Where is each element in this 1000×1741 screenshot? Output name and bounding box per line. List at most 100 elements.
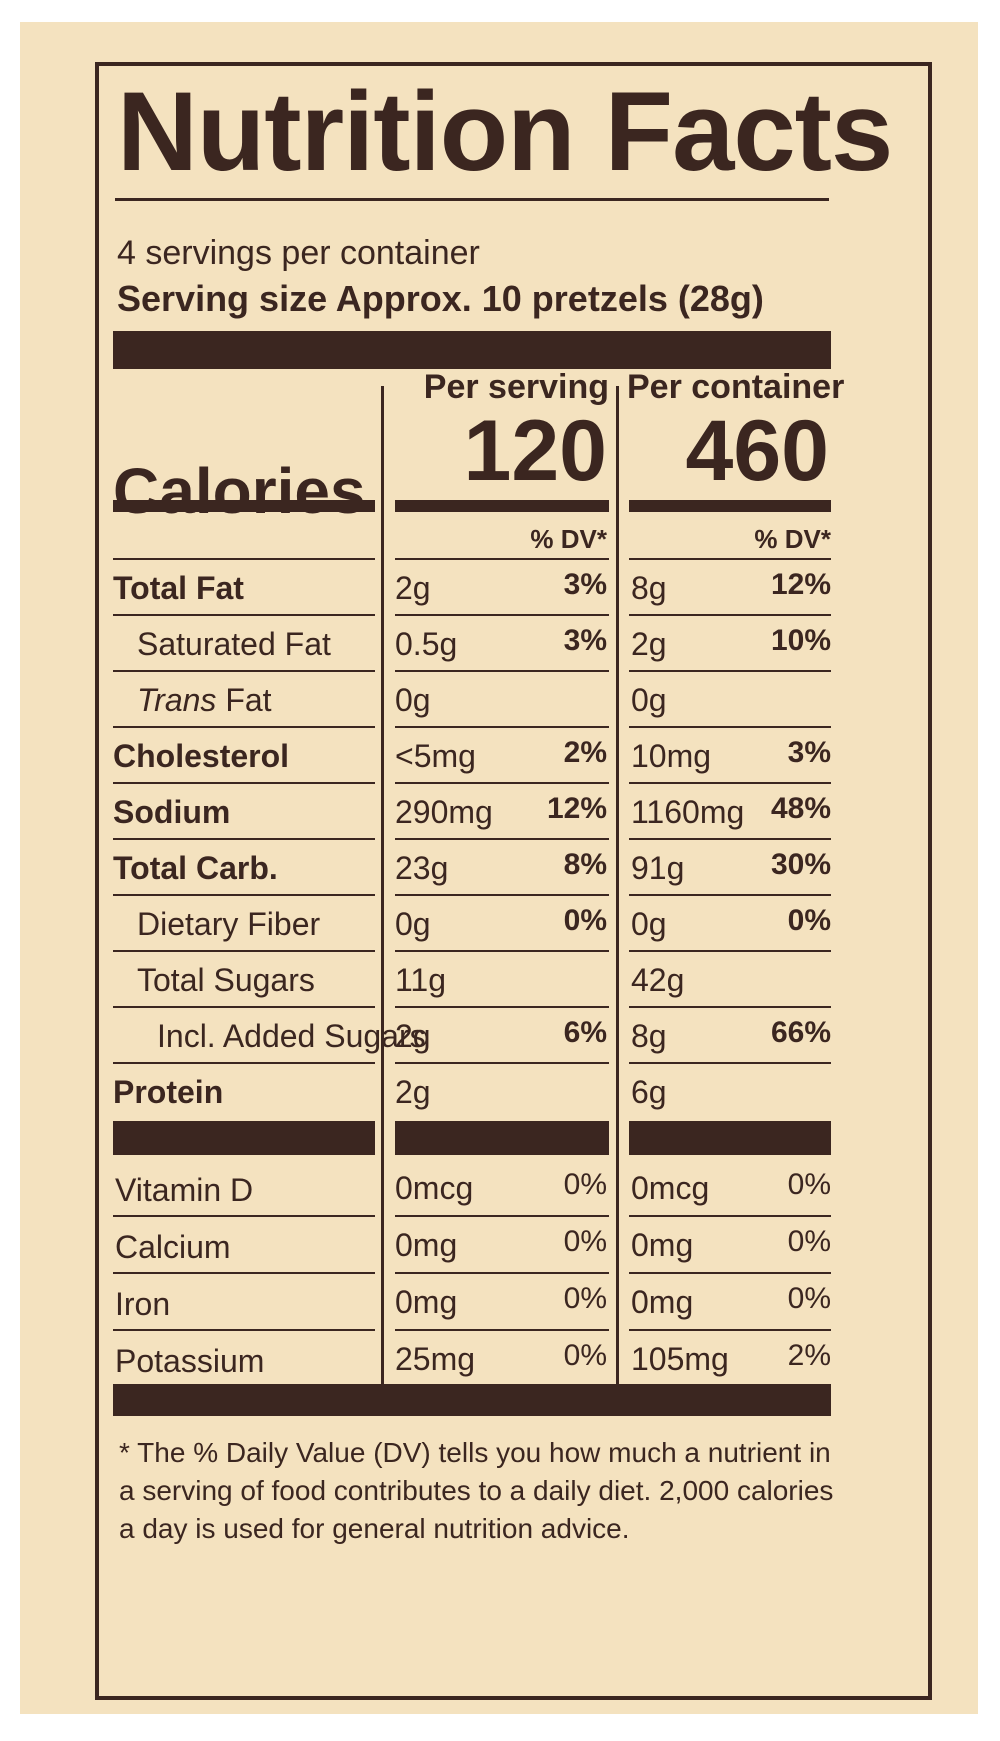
title-divider (115, 198, 829, 201)
vitamin-dv-per-serving: 0% (563, 1168, 607, 1201)
dv-per-container: 66% (770, 1016, 831, 1049)
row-divider-container (629, 1062, 831, 1064)
nutrient-name: Total Carb. (113, 850, 278, 886)
vitamin-divider-mid (395, 1121, 609, 1155)
row-divider-name (113, 1006, 375, 1008)
vitamin-row-divider-name (113, 1215, 375, 1217)
row-divider-serving (395, 838, 609, 840)
calories-divider-left (113, 500, 375, 512)
dv-header-container: % DV* (754, 524, 831, 554)
row-divider-name (113, 838, 375, 840)
amount-per-container: 0g (631, 906, 667, 942)
calories-per-serving: 120 (463, 403, 608, 499)
amount-per-serving: 2g (395, 570, 431, 606)
nutrition-facts-label: Nutrition Facts 4 servings per container… (95, 62, 932, 1700)
amount-per-container: 8g (631, 1018, 667, 1054)
dv-per-serving: 2% (563, 736, 607, 769)
calories-divider-right (629, 500, 831, 512)
vitamin-dv-per-container: 0% (787, 1168, 831, 1201)
vitamin-name: Vitamin D (115, 1172, 254, 1208)
vitamin-dv-per-serving: 0% (563, 1282, 607, 1315)
thick-divider-top (113, 331, 831, 369)
vitamin-dv-per-container: 0% (787, 1282, 831, 1315)
calories-label: Calories (113, 455, 366, 527)
nutrition-facts-title: Nutrition Facts (117, 69, 893, 194)
dv-header-serving: % DV* (530, 524, 607, 554)
row-divider-container (629, 1006, 831, 1008)
dv-per-serving: 6% (563, 1016, 607, 1049)
amount-per-serving: 0g (395, 682, 431, 718)
vitamin-dv-per-container: 0% (787, 1225, 831, 1258)
vitamin-divider-left (113, 1121, 375, 1155)
dv-per-serving: 3% (563, 624, 607, 657)
vitamin-row-divider-name (113, 1272, 375, 1274)
vitamin-amount-per-serving: 0mcg (395, 1170, 474, 1206)
amount-per-serving: <5mg (395, 738, 476, 774)
row-divider-name (113, 950, 375, 952)
row-divider-container (629, 838, 831, 840)
nutrient-name-italic: Trans (137, 682, 217, 718)
row-divider-container (629, 670, 831, 672)
vitamin-row-divider-serving (395, 1329, 609, 1331)
vitamin-name: Potassium (115, 1343, 265, 1379)
vitamin-amount-per-container: 0mg (631, 1284, 694, 1320)
amount-per-container: 10mg (631, 738, 712, 774)
dv-per-container: 30% (770, 848, 831, 881)
servings-per-container: 4 servings per container (117, 234, 480, 272)
row-divider-name (113, 670, 375, 672)
dv-per-serving: 8% (563, 848, 607, 881)
nutrient-name: Total Sugars (137, 962, 315, 998)
vitamin-row-divider-container (629, 1215, 831, 1217)
row-divider-name (113, 1062, 375, 1064)
nutrient-name: Cholesterol (113, 738, 290, 774)
amount-per-serving: 290mg (395, 794, 493, 830)
dv-per-container: 10% (770, 624, 831, 657)
row-divider-name (113, 558, 375, 560)
nutrient-name: Dietary Fiber (137, 906, 321, 942)
amount-per-serving: 2g (395, 1074, 431, 1110)
dv-per-serving: 0% (563, 904, 607, 937)
amount-per-serving: 0g (395, 906, 431, 942)
vitamin-dv-per-serving: 0% (563, 1225, 607, 1258)
vitamin-row-divider-name (113, 1329, 375, 1331)
row-divider-serving (395, 894, 609, 896)
column-divider-1 (381, 386, 384, 1386)
vitamin-amount-per-serving: 0mg (395, 1284, 458, 1320)
column-divider-2 (616, 386, 619, 1386)
amount-per-container: 0g (631, 682, 667, 718)
dv-per-container: 48% (770, 792, 831, 825)
per-serving-header: Per serving (423, 368, 609, 406)
row-divider-container (629, 614, 831, 616)
per-container-header: Per container (627, 368, 845, 406)
amount-per-container: 91g (631, 850, 685, 886)
vitamin-amount-per-container: 0mg (631, 1227, 694, 1263)
dv-per-container: 12% (770, 568, 831, 601)
amount-per-container: 6g (631, 1074, 667, 1110)
nutrient-name: Trans Fat (113, 682, 272, 719)
nutrient-name: Total Fat (113, 570, 244, 606)
nutrient-name: Protein (113, 1074, 224, 1110)
row-divider-serving (395, 558, 609, 560)
amount-per-container: 1160mg (631, 794, 745, 830)
amount-per-serving: 23g (395, 850, 449, 886)
vitamin-amount-per-serving: 0mg (395, 1227, 458, 1263)
daily-value-footnote: * The % Daily Value (DV) tells you how m… (119, 1437, 834, 1544)
row-divider-serving (395, 1006, 609, 1008)
vitamin-row-divider-container (629, 1272, 831, 1274)
vitamin-amount-per-container: 105mg (631, 1341, 729, 1377)
vitamin-divider-right (629, 1121, 831, 1155)
nutrient-name: Sodium (113, 794, 231, 830)
amount-per-serving: 2g (395, 1018, 431, 1054)
row-divider-container (629, 950, 831, 952)
row-divider-container (629, 894, 831, 896)
row-divider-name (113, 782, 375, 784)
row-divider-name (113, 614, 375, 616)
amount-per-container: 8g (631, 570, 667, 606)
row-divider-serving (395, 950, 609, 952)
vitamin-row-divider-container (629, 1329, 831, 1331)
dv-per-serving: 12% (546, 792, 607, 825)
dv-per-container: 0% (787, 904, 831, 937)
amount-per-container: 2g (631, 626, 667, 662)
row-divider-serving (395, 1062, 609, 1064)
row-divider-serving (395, 782, 609, 784)
